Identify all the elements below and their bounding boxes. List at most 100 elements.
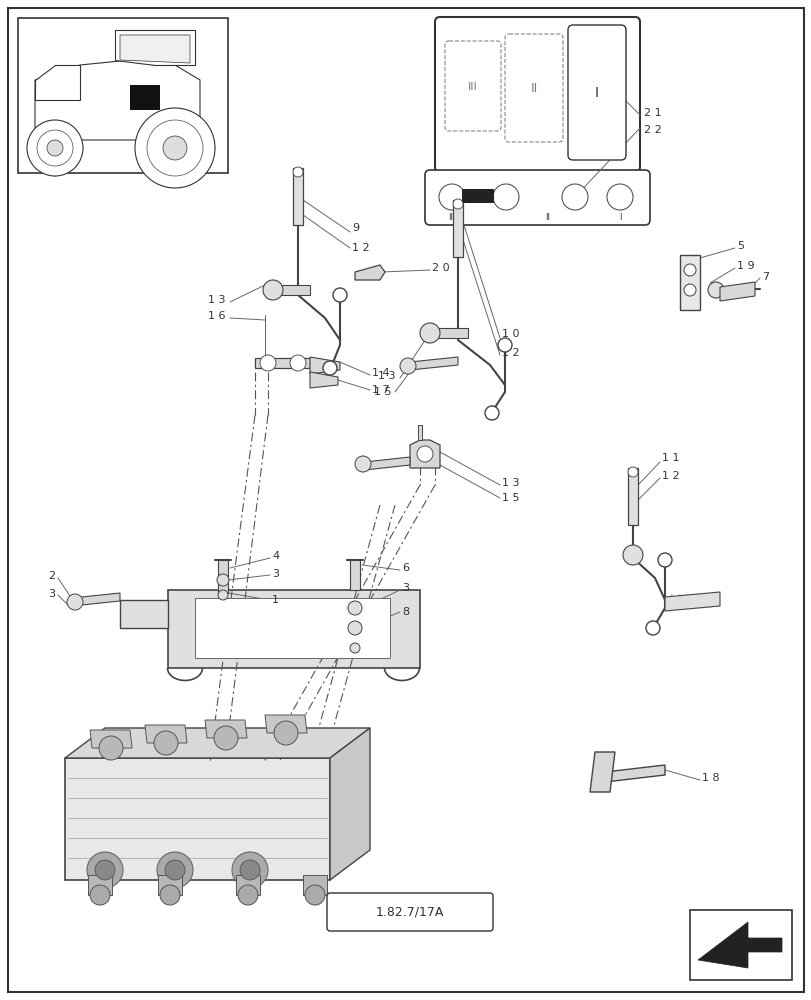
Circle shape	[439, 184, 465, 210]
Text: 1 2: 1 2	[661, 471, 679, 481]
Circle shape	[683, 284, 695, 296]
Bar	[130, 85, 160, 110]
Polygon shape	[115, 30, 195, 65]
Text: I: I	[618, 213, 620, 222]
Circle shape	[657, 553, 672, 567]
Text: 1 3: 1 3	[501, 478, 519, 488]
Text: 9: 9	[351, 223, 358, 233]
Polygon shape	[410, 357, 457, 370]
Polygon shape	[697, 922, 781, 968]
Circle shape	[214, 726, 238, 750]
Text: 2: 2	[48, 571, 55, 581]
Text: 1 9: 1 9	[736, 261, 753, 271]
Polygon shape	[719, 282, 754, 301]
Text: 1 6: 1 6	[208, 311, 225, 321]
Circle shape	[333, 288, 346, 302]
Polygon shape	[65, 728, 370, 758]
Polygon shape	[329, 728, 370, 880]
Circle shape	[165, 860, 185, 880]
Circle shape	[217, 574, 229, 586]
Bar	[689, 910, 791, 980]
Text: 1 3: 1 3	[378, 371, 396, 381]
Polygon shape	[604, 765, 664, 782]
Polygon shape	[217, 560, 228, 593]
Circle shape	[348, 621, 362, 635]
Circle shape	[484, 406, 499, 420]
Text: 6: 6	[401, 563, 409, 573]
Circle shape	[622, 545, 642, 565]
Text: 7: 7	[761, 272, 768, 282]
Circle shape	[90, 885, 109, 905]
Polygon shape	[410, 440, 440, 468]
Text: 1 2: 1 2	[501, 348, 519, 358]
Circle shape	[323, 361, 337, 375]
Circle shape	[157, 852, 193, 888]
Circle shape	[400, 358, 415, 374]
Text: 3: 3	[48, 589, 55, 599]
Circle shape	[453, 199, 462, 209]
Circle shape	[683, 264, 695, 276]
Text: 1 7: 1 7	[371, 385, 389, 395]
Text: I: I	[594, 86, 599, 100]
FancyBboxPatch shape	[568, 25, 625, 160]
Polygon shape	[627, 468, 637, 525]
Polygon shape	[365, 457, 410, 470]
Polygon shape	[418, 425, 422, 440]
Polygon shape	[35, 60, 200, 140]
Polygon shape	[168, 590, 419, 668]
Polygon shape	[280, 285, 310, 295]
Polygon shape	[120, 600, 168, 628]
Polygon shape	[664, 592, 719, 611]
Circle shape	[305, 885, 324, 905]
Text: 1 5: 1 5	[501, 493, 519, 503]
Circle shape	[354, 456, 371, 472]
Text: 2 1: 2 1	[643, 108, 661, 118]
Circle shape	[260, 355, 276, 371]
Polygon shape	[310, 357, 340, 374]
Circle shape	[67, 594, 83, 610]
Circle shape	[154, 731, 178, 755]
FancyBboxPatch shape	[504, 34, 562, 142]
Text: 1 1: 1 1	[661, 453, 679, 463]
Polygon shape	[293, 168, 303, 225]
Text: 5: 5	[736, 241, 743, 251]
Text: 1 4: 1 4	[371, 368, 389, 378]
Polygon shape	[435, 328, 467, 338]
Text: 2 2: 2 2	[643, 125, 661, 135]
Text: 3: 3	[272, 569, 279, 579]
Polygon shape	[264, 715, 307, 733]
Text: 1 5: 1 5	[374, 387, 392, 397]
Circle shape	[147, 120, 203, 176]
Circle shape	[497, 338, 512, 352]
Text: 1.82.7/17A: 1.82.7/17A	[375, 905, 444, 918]
Text: 1 2: 1 2	[351, 243, 369, 253]
Text: 1 8: 1 8	[702, 773, 719, 783]
Circle shape	[627, 467, 637, 477]
Polygon shape	[354, 265, 384, 280]
Circle shape	[263, 280, 283, 300]
Text: 2 0: 2 0	[431, 263, 449, 273]
Circle shape	[217, 590, 228, 600]
Circle shape	[561, 184, 587, 210]
Circle shape	[232, 852, 268, 888]
Polygon shape	[120, 35, 190, 63]
Text: III: III	[448, 213, 455, 222]
Polygon shape	[158, 875, 182, 895]
Circle shape	[492, 184, 518, 210]
Text: II: II	[530, 82, 537, 95]
Polygon shape	[65, 758, 329, 880]
Polygon shape	[236, 875, 260, 895]
Circle shape	[707, 282, 723, 298]
Circle shape	[95, 860, 115, 880]
Circle shape	[607, 184, 633, 210]
Circle shape	[238, 885, 258, 905]
Circle shape	[348, 601, 362, 615]
Text: II: II	[545, 213, 550, 222]
Circle shape	[135, 108, 215, 188]
Bar	[18, 18, 228, 173]
Circle shape	[273, 721, 298, 745]
Circle shape	[27, 120, 83, 176]
Text: 1 0: 1 0	[501, 329, 519, 339]
Circle shape	[290, 355, 306, 371]
Polygon shape	[195, 598, 389, 658]
